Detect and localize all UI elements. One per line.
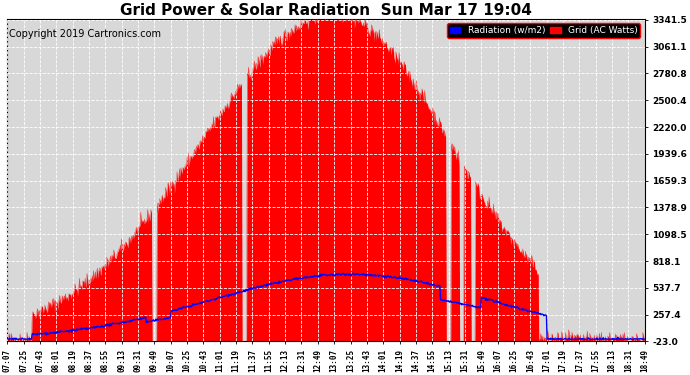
Text: Copyright 2019 Cartronics.com: Copyright 2019 Cartronics.com (8, 28, 161, 39)
Title: Grid Power & Solar Radiation  Sun Mar 17 19:04: Grid Power & Solar Radiation Sun Mar 17 … (120, 3, 532, 18)
Legend: Radiation (w/m2), Grid (AC Watts): Radiation (w/m2), Grid (AC Watts) (447, 24, 640, 38)
